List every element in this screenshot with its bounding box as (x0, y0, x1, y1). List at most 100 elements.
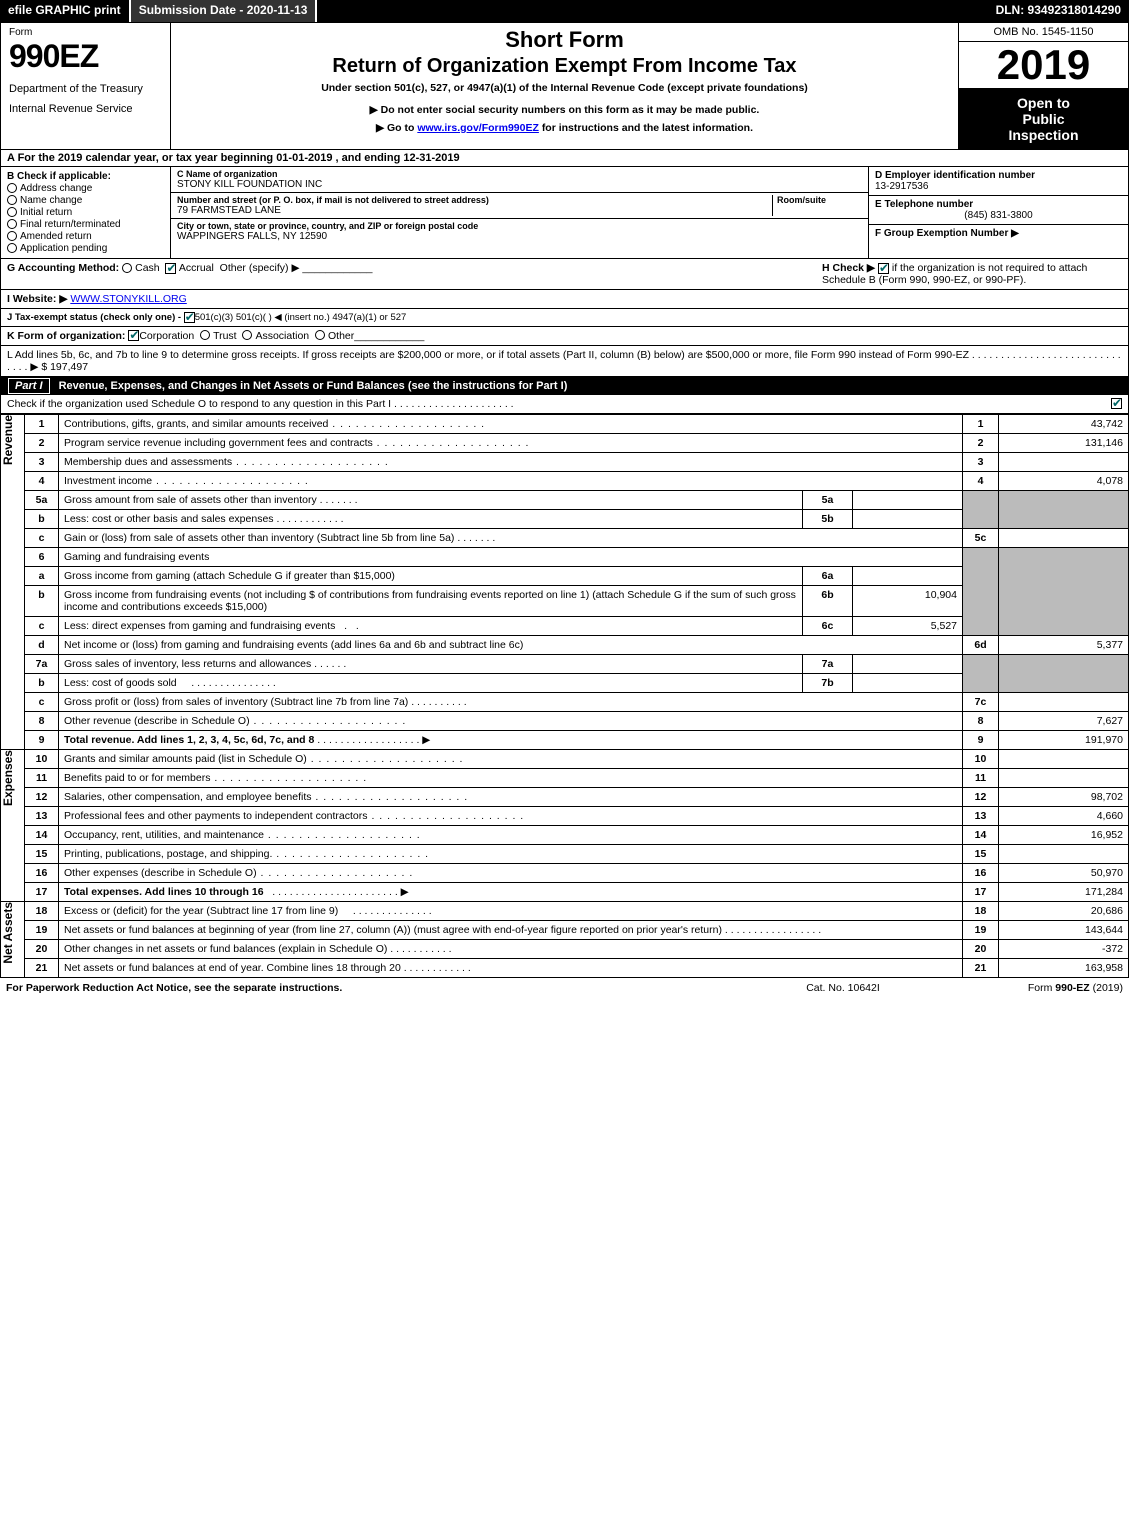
l14-col: 14 (963, 826, 999, 845)
c-label: C Name of organization (177, 169, 862, 179)
k-corp-check[interactable] (128, 330, 139, 341)
accrual-check[interactable] (165, 263, 176, 274)
chk-name-label: Name change (20, 195, 82, 206)
accrual-label: Accrual (179, 262, 214, 274)
l13-amt: 4,660 (999, 807, 1129, 826)
chk-initial[interactable]: Initial return (7, 207, 164, 218)
j-label: J Tax-exempt status (check only one) - (7, 312, 181, 323)
footer-right: Form 990-EZ (2019) (943, 982, 1123, 994)
chk-name[interactable]: Name change (7, 195, 164, 206)
part1-schedO-check[interactable] (1111, 398, 1122, 409)
l5b-desc: Less: cost or other basis and sales expe… (59, 510, 803, 529)
chk-amended[interactable]: Amended return (7, 231, 164, 242)
room-label: Room/suite (777, 195, 862, 205)
l9-num: 9 (25, 731, 59, 750)
l6c-desc: Less: direct expenses from gaming and fu… (59, 617, 803, 636)
l11-num: 11 (25, 769, 59, 788)
l6a-subamt (853, 567, 963, 586)
cash-circle[interactable] (122, 263, 132, 273)
d-label: D Employer identification number (875, 170, 1122, 181)
netassets-vlabel: Net Assets (1, 902, 25, 978)
street-value: 79 FARMSTEAD LANE (177, 205, 772, 216)
other-label: Other (specify) ▶ (220, 262, 300, 274)
l8-amt: 7,627 (999, 712, 1129, 731)
l3-amt (999, 453, 1129, 472)
return-title: Return of Organization Exempt From Incom… (181, 55, 948, 78)
l13-num: 13 (25, 807, 59, 826)
l5ab-grayamt (999, 491, 1129, 529)
submission-date: Submission Date - 2020-11-13 (131, 0, 318, 22)
j-options: 501(c)(3) 501(c)( ) ◀ (insert no.) 4947(… (195, 312, 407, 323)
k-label: K Form of organization: (7, 330, 125, 342)
expenses-vlabel: Expenses (1, 750, 25, 902)
l6-grayamt (999, 548, 1129, 636)
l5a-subamt (853, 491, 963, 510)
l6-num: 6 (25, 548, 59, 567)
l19-amt: 143,644 (999, 921, 1129, 940)
l1-amt: 43,742 (999, 415, 1129, 434)
form-word: Form (9, 27, 162, 38)
h-check[interactable] (878, 263, 889, 274)
city-cell: City or town, state or province, country… (171, 219, 868, 244)
l21-num: 21 (25, 959, 59, 978)
l14-desc: Occupancy, rent, utilities, and maintena… (59, 826, 963, 845)
l6d-desc: Net income or (loss) from gaming and fun… (59, 636, 963, 655)
l6b-subamt: 10,904 (853, 586, 963, 617)
l6b-desc: Gross income from fundraising events (no… (59, 586, 803, 617)
l9-col: 9 (963, 731, 999, 750)
website-link[interactable]: WWW.STONYKILL.ORG (70, 293, 186, 305)
l13-desc: Professional fees and other payments to … (59, 807, 963, 826)
l6-graycol (963, 548, 999, 636)
l9-amt: 191,970 (999, 731, 1129, 750)
j-501c3-check[interactable] (184, 312, 195, 323)
l7ab-grayamt (999, 655, 1129, 693)
l7b-sub: 7b (803, 674, 853, 693)
l5a-sub: 5a (803, 491, 853, 510)
l19-col: 19 (963, 921, 999, 940)
l10-amt (999, 750, 1129, 769)
part1-label: Part I (8, 378, 50, 394)
chk-pending-label: Application pending (20, 243, 107, 254)
l-text: L Add lines 5b, 6c, and 7b to line 9 to … (7, 349, 1122, 373)
chk-pending[interactable]: Application pending (7, 243, 164, 254)
l13-col: 13 (963, 807, 999, 826)
irs-link[interactable]: www.irs.gov/Form990EZ (417, 122, 539, 134)
l16-amt: 50,970 (999, 864, 1129, 883)
l16-num: 16 (25, 864, 59, 883)
k-assoc-circle[interactable] (242, 330, 252, 340)
l17-desc: Total expenses. Add lines 10 through 16 … (59, 883, 963, 902)
l8-col: 8 (963, 712, 999, 731)
cash-label: Cash (135, 262, 160, 274)
revenue-vlabel: Revenue (1, 415, 25, 750)
omb-number: OMB No. 1545-1150 (959, 23, 1128, 42)
l6c-num: c (25, 617, 59, 636)
phone-cell: E Telephone number (845) 831-3800 (869, 196, 1128, 225)
l8-num: 8 (25, 712, 59, 731)
ein-cell: D Employer identification number 13-2917… (869, 167, 1128, 196)
city-value: WAPPINGERS FALLS, NY 12590 (177, 231, 862, 242)
l7c-desc: Gross profit or (loss) from sales of inv… (59, 693, 963, 712)
tax-year: 2019 (959, 42, 1128, 89)
l15-col: 15 (963, 845, 999, 864)
l7a-num: 7a (25, 655, 59, 674)
efile-print[interactable]: efile GRAPHIC print (0, 0, 131, 22)
l7a-sub: 7a (803, 655, 853, 674)
spacer (317, 0, 987, 22)
l10-desc: Grants and similar amounts paid (list in… (59, 750, 963, 769)
l16-col: 16 (963, 864, 999, 883)
l-row: L Add lines 5b, 6c, and 7b to line 9 to … (0, 346, 1129, 377)
l6a-desc: Gross income from gaming (attach Schedul… (59, 567, 803, 586)
k-trust-circle[interactable] (200, 330, 210, 340)
l9-desc: Total revenue. Add lines 1, 2, 3, 4, 5c,… (59, 731, 963, 750)
org-name: STONY KILL FOUNDATION INC (177, 179, 862, 190)
l3-col: 3 (963, 453, 999, 472)
lines-table: Revenue 1 Contributions, gifts, grants, … (0, 414, 1129, 978)
chk-address[interactable]: Address change (7, 183, 164, 194)
chk-initial-label: Initial return (20, 207, 72, 218)
l5a-desc: Gross amount from sale of assets other t… (59, 491, 803, 510)
k-other-circle[interactable] (315, 330, 325, 340)
chk-final[interactable]: Final return/terminated (7, 219, 164, 230)
chk-address-label: Address change (20, 183, 92, 194)
i-row: I Website: ▶ WWW.STONYKILL.ORG (0, 290, 1129, 309)
l7a-desc: Gross sales of inventory, less returns a… (59, 655, 803, 674)
